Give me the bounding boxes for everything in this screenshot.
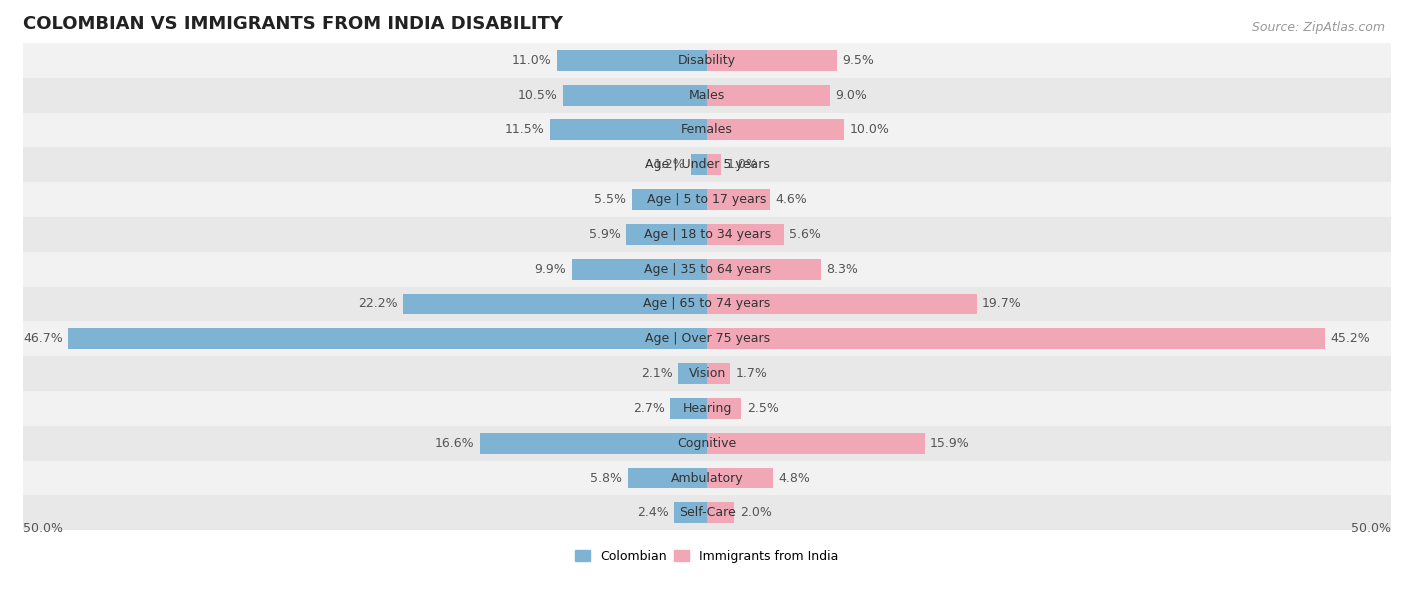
Bar: [404, 294, 707, 315]
Text: 11.5%: 11.5%: [505, 124, 544, 136]
Text: 2.4%: 2.4%: [637, 506, 669, 520]
Bar: [690, 154, 707, 175]
Text: 5.5%: 5.5%: [595, 193, 626, 206]
Text: 15.9%: 15.9%: [929, 437, 970, 450]
Text: 50.0%: 50.0%: [22, 523, 63, 536]
Text: Age | 5 to 17 years: Age | 5 to 17 years: [647, 193, 766, 206]
Bar: [631, 189, 707, 210]
Bar: [707, 84, 830, 105]
Bar: [69, 328, 707, 349]
Text: Vision: Vision: [689, 367, 725, 380]
Bar: [557, 50, 707, 71]
Text: Males: Males: [689, 89, 725, 102]
Text: 1.7%: 1.7%: [735, 367, 768, 380]
Bar: [22, 356, 1391, 391]
Bar: [479, 433, 707, 453]
Bar: [626, 224, 707, 245]
Bar: [22, 113, 1391, 147]
Text: Age | Under 5 years: Age | Under 5 years: [644, 159, 769, 171]
Text: 46.7%: 46.7%: [22, 332, 63, 345]
Text: 45.2%: 45.2%: [1331, 332, 1371, 345]
Text: 10.0%: 10.0%: [849, 124, 889, 136]
Text: COLOMBIAN VS IMMIGRANTS FROM INDIA DISABILITY: COLOMBIAN VS IMMIGRANTS FROM INDIA DISAB…: [22, 15, 564, 33]
Bar: [627, 468, 707, 488]
Bar: [707, 259, 821, 280]
Bar: [707, 224, 783, 245]
Bar: [22, 286, 1391, 321]
Text: 50.0%: 50.0%: [1351, 523, 1391, 536]
Text: 5.6%: 5.6%: [789, 228, 821, 241]
Bar: [22, 391, 1391, 426]
Bar: [22, 496, 1391, 530]
Bar: [671, 398, 707, 419]
Bar: [707, 468, 773, 488]
Bar: [707, 363, 730, 384]
Bar: [707, 294, 977, 315]
Text: 2.1%: 2.1%: [641, 367, 673, 380]
Text: Self-Care: Self-Care: [679, 506, 735, 520]
Bar: [564, 84, 707, 105]
Text: 5.9%: 5.9%: [589, 228, 621, 241]
Bar: [678, 363, 707, 384]
Text: Source: ZipAtlas.com: Source: ZipAtlas.com: [1251, 21, 1385, 34]
Bar: [22, 461, 1391, 496]
Bar: [22, 43, 1391, 78]
Text: 4.6%: 4.6%: [776, 193, 807, 206]
Bar: [22, 78, 1391, 113]
Bar: [707, 189, 770, 210]
Text: 8.3%: 8.3%: [827, 263, 858, 275]
Text: 19.7%: 19.7%: [981, 297, 1022, 310]
Bar: [550, 119, 707, 140]
Text: Age | 35 to 64 years: Age | 35 to 64 years: [644, 263, 770, 275]
Bar: [707, 50, 837, 71]
Text: 9.9%: 9.9%: [534, 263, 567, 275]
Text: 9.0%: 9.0%: [835, 89, 868, 102]
Legend: Colombian, Immigrants from India: Colombian, Immigrants from India: [571, 545, 844, 568]
Bar: [707, 328, 1326, 349]
Text: 2.0%: 2.0%: [740, 506, 772, 520]
Text: 16.6%: 16.6%: [434, 437, 475, 450]
Text: 5.8%: 5.8%: [591, 471, 623, 485]
Bar: [707, 433, 925, 453]
Text: 10.5%: 10.5%: [517, 89, 558, 102]
Text: 2.5%: 2.5%: [747, 402, 779, 415]
Bar: [707, 398, 741, 419]
Text: 1.0%: 1.0%: [727, 159, 758, 171]
Text: Ambulatory: Ambulatory: [671, 471, 744, 485]
Text: 4.8%: 4.8%: [778, 471, 810, 485]
Text: Age | Over 75 years: Age | Over 75 years: [644, 332, 769, 345]
Bar: [572, 259, 707, 280]
Bar: [707, 502, 734, 523]
Bar: [707, 154, 721, 175]
Text: Age | 18 to 34 years: Age | 18 to 34 years: [644, 228, 770, 241]
Text: 22.2%: 22.2%: [359, 297, 398, 310]
Text: Cognitive: Cognitive: [678, 437, 737, 450]
Text: Disability: Disability: [678, 54, 737, 67]
Bar: [22, 426, 1391, 461]
Text: Age | 65 to 74 years: Age | 65 to 74 years: [644, 297, 770, 310]
Text: Females: Females: [681, 124, 733, 136]
Text: 11.0%: 11.0%: [512, 54, 551, 67]
Bar: [22, 252, 1391, 286]
Bar: [675, 502, 707, 523]
Bar: [22, 182, 1391, 217]
Bar: [22, 321, 1391, 356]
Bar: [22, 147, 1391, 182]
Text: 9.5%: 9.5%: [842, 54, 875, 67]
Bar: [22, 217, 1391, 252]
Text: 2.7%: 2.7%: [633, 402, 665, 415]
Text: Hearing: Hearing: [682, 402, 731, 415]
Text: 1.2%: 1.2%: [654, 159, 685, 171]
Bar: [707, 119, 844, 140]
